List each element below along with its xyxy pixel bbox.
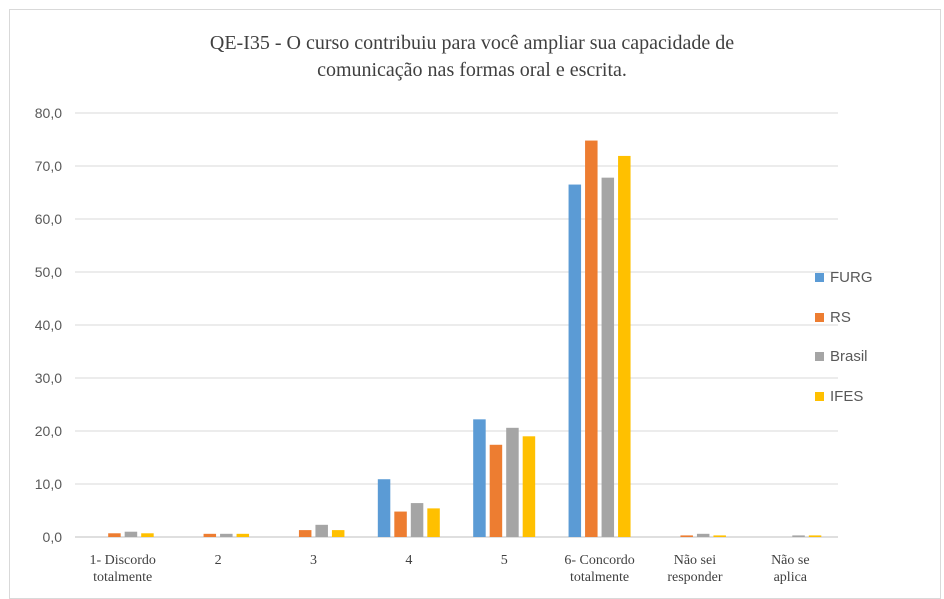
legend-item-brasil: Brasil: [815, 337, 873, 377]
legend-item-ifes: IFES: [815, 377, 873, 417]
x-category-label: aplica: [774, 570, 808, 585]
legend-swatch: [815, 352, 824, 362]
y-tick-label: 50,0: [35, 264, 62, 280]
bar-rs-5: [489, 444, 503, 537]
bar-ifes-8: [808, 535, 822, 537]
x-category-label: totalmente: [93, 570, 152, 585]
y-tick-label: 10,0: [35, 476, 62, 492]
bar-brasil-3: [315, 524, 328, 537]
y-tick-label: 80,0: [35, 105, 62, 121]
bar-ifes-6: [618, 155, 631, 537]
chart-title: QE-I35 - O curso contribuiu para você am…: [0, 30, 944, 84]
bar-brasil-4: [410, 503, 424, 537]
y-tick-label: 70,0: [35, 158, 62, 174]
bar-ifes-2: [236, 533, 250, 537]
legend-swatch: [815, 312, 824, 322]
x-category-label: 6- Concordo: [564, 553, 634, 568]
chart-title-line-1: QE-I35 - O curso contribuiu para você am…: [209, 32, 735, 54]
y-tick-label: 60,0: [35, 211, 62, 227]
bar-brasil-8: [792, 535, 805, 537]
x-category-label: 1- Discordo: [89, 553, 156, 568]
y-tick-label: 30,0: [35, 370, 62, 386]
x-category-label: 5: [501, 553, 508, 568]
bar-ifes-4: [427, 508, 440, 537]
bar-rs-2: [203, 533, 217, 537]
legend-swatch: [815, 391, 824, 401]
legend-item-furg: FURG: [815, 258, 873, 298]
x-category-label: 4: [405, 553, 412, 568]
legend-label: Brasil: [830, 348, 868, 366]
x-category-label: 3: [310, 553, 317, 568]
x-category-label: Não se: [771, 553, 810, 568]
bar-rs-3: [298, 530, 312, 537]
bar-rs-6: [585, 140, 598, 537]
x-category-label: totalmente: [570, 570, 629, 585]
bar-brasil-6: [601, 177, 615, 537]
x-category-label: responder: [667, 570, 723, 585]
x-category-label: Não sei: [674, 553, 716, 568]
bar-rs-1: [108, 533, 121, 537]
bar-ifes-1: [141, 533, 154, 537]
legend-label: FURG: [830, 269, 873, 287]
bar-ifes-7: [713, 535, 726, 537]
legend-swatch: [815, 273, 824, 283]
legend-item-rs: RS: [815, 298, 873, 338]
y-tick-label: 40,0: [35, 317, 62, 333]
x-category-label: 2: [215, 553, 222, 568]
legend-label: RS: [830, 308, 851, 326]
bar-rs-7: [680, 535, 693, 537]
bar-brasil-7: [696, 533, 710, 537]
bar-rs-4: [394, 511, 407, 537]
y-tick-label: 20,0: [35, 423, 62, 439]
legend-label: IFES: [830, 387, 864, 405]
chart-legend: FURG RS Brasil IFES: [815, 258, 873, 416]
bar-brasil-2: [220, 533, 233, 537]
bar-brasil-1: [124, 531, 138, 537]
bar-ifes-3: [331, 530, 345, 537]
chart-title-line-2: comunicação nas formas oral e escrita.: [317, 59, 627, 81]
bar-furg-4: [377, 479, 391, 537]
y-tick-label: 0,0: [43, 529, 63, 545]
bar-furg-5: [473, 419, 486, 537]
bar-furg-6: [568, 184, 582, 538]
bar-ifes-5: [522, 436, 536, 537]
bar-brasil-5: [506, 427, 519, 537]
